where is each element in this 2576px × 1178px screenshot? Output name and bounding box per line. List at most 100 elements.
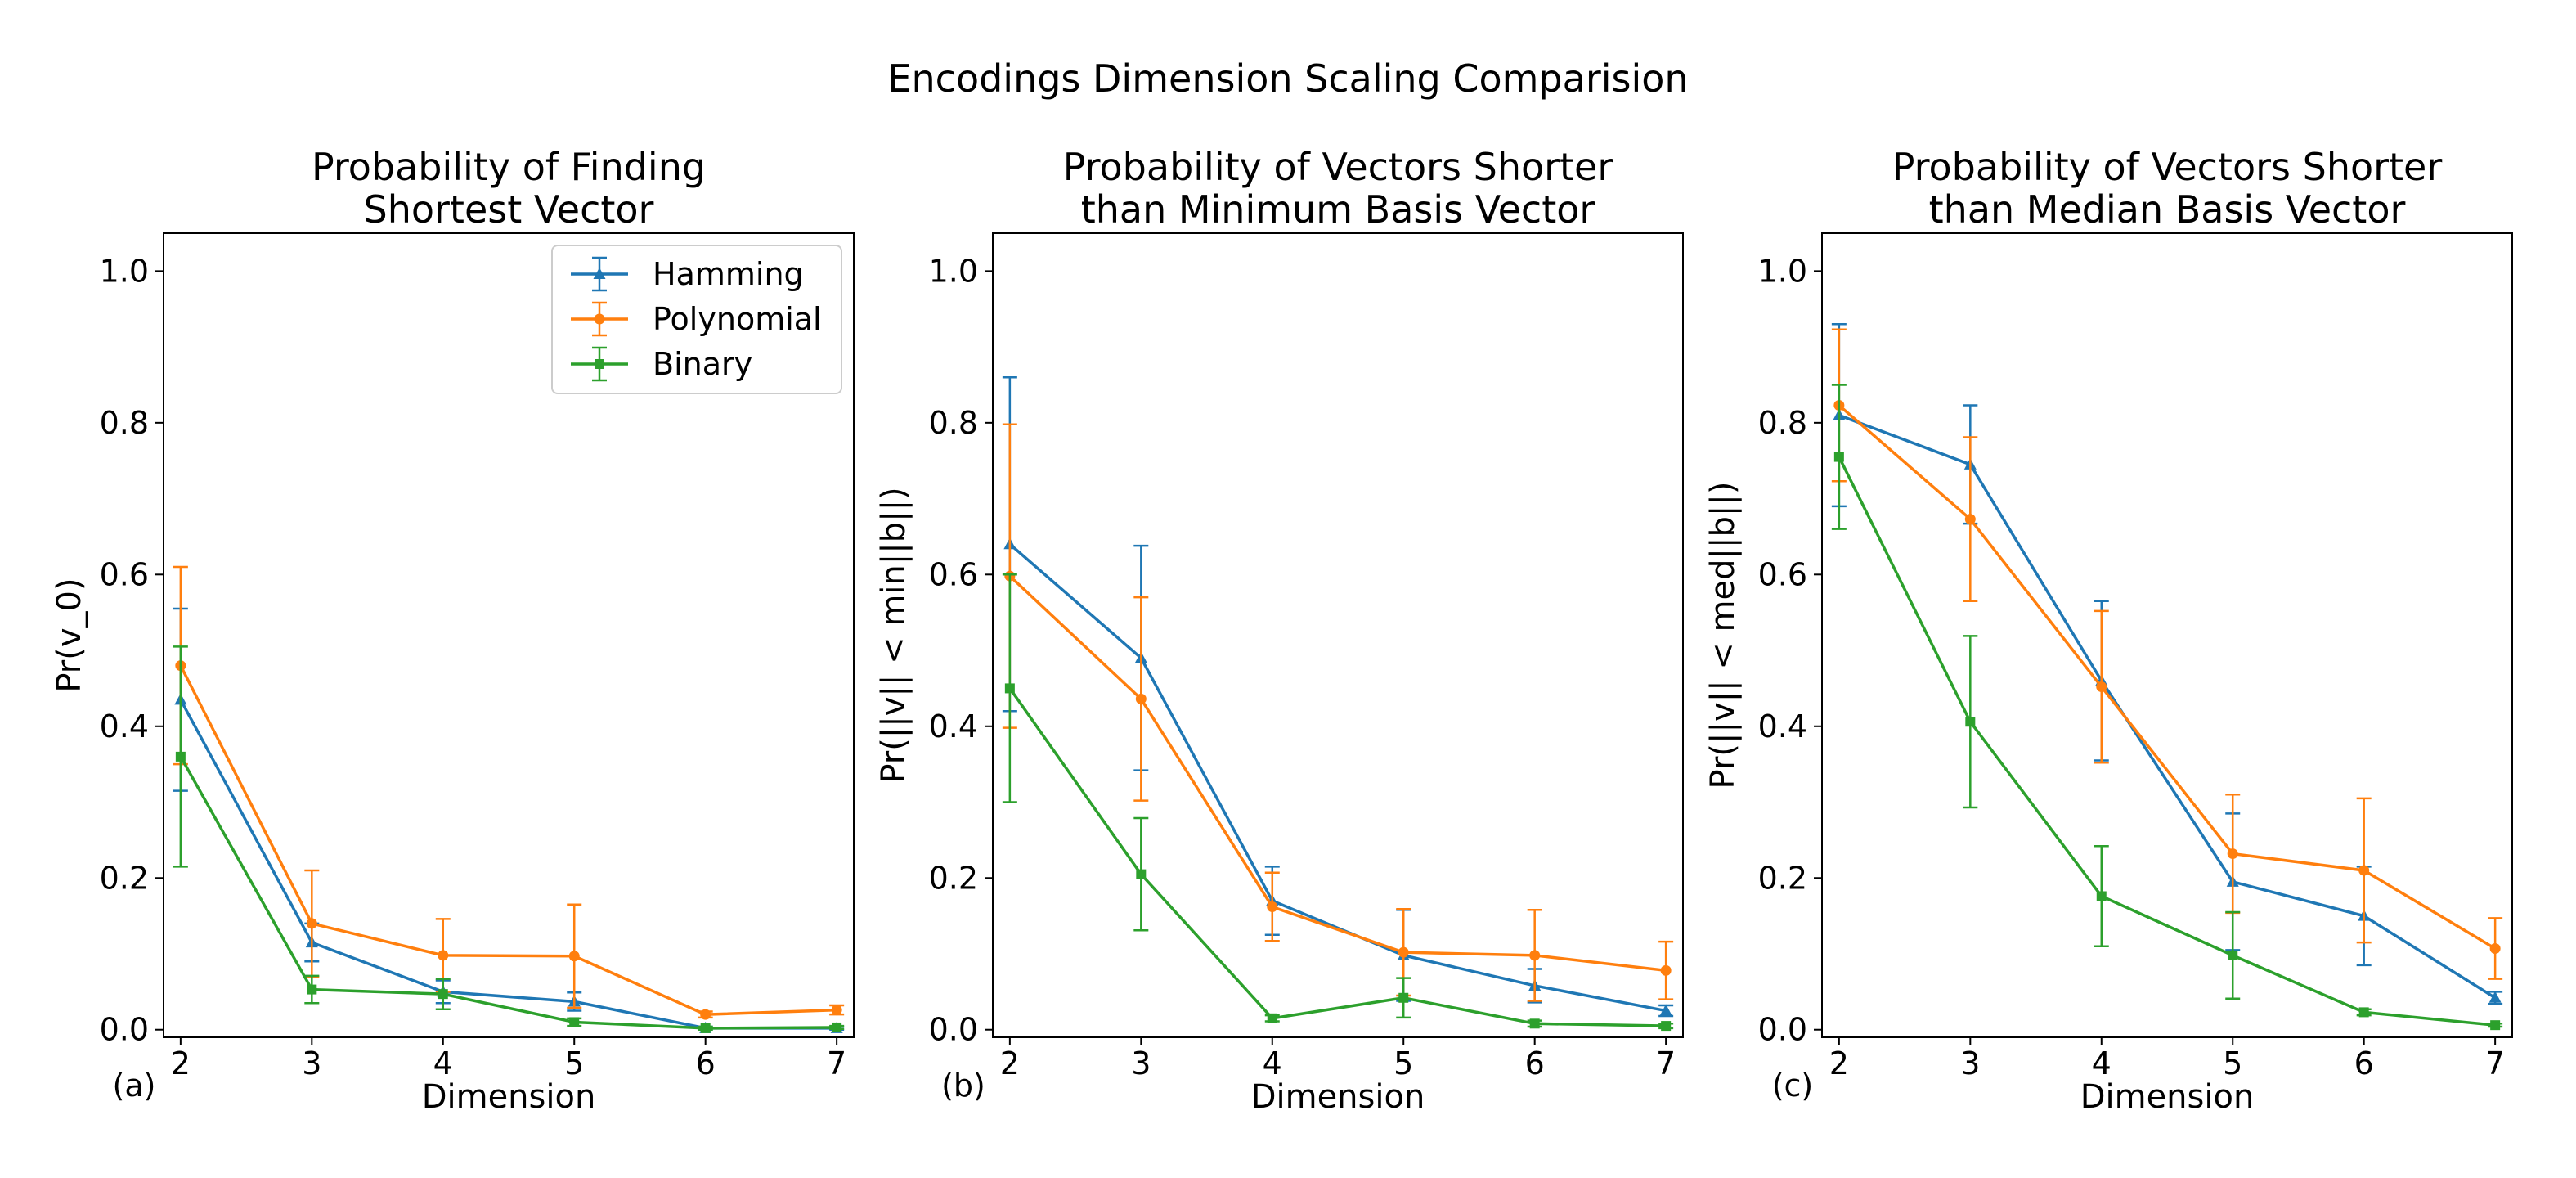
- panel-3-series-binary-point-7: [2490, 1020, 2501, 1031]
- panel-3-series-hamming-line: [1838, 413, 2497, 1000]
- panel-2-series-binary-point-3: [1136, 869, 1147, 879]
- legend-entry-polynomial: Polynomial: [571, 301, 822, 337]
- panel-3-series-binary: [1831, 384, 2503, 1031]
- panel-3-series-polynomial-point-5: [2227, 848, 2238, 860]
- legend-entry-polynomial-marker: [594, 313, 605, 325]
- panel-2-ytick-label-0-0: 0.0: [929, 1012, 978, 1048]
- legend-entry-hamming-marker: [593, 268, 606, 279]
- panel-2-ylabel: Pr(||v|| < min||b||): [875, 487, 913, 783]
- panel-1-series-binary-point-2: [175, 751, 186, 762]
- legend-entry-binary-label: Binary: [653, 346, 752, 382]
- panel-1-xtick-label-2: 2: [171, 1045, 191, 1081]
- legend-entry-binary: Binary: [571, 346, 752, 382]
- panel-2-series-hamming: [1002, 375, 1674, 1018]
- panel-3-xtick-label-5: 5: [2223, 1045, 2242, 1081]
- panel-3-series-polynomial-point-3: [1964, 514, 1976, 525]
- panel-2-title-line-1: Probability of Vectors Shorter: [1063, 145, 1613, 189]
- panel-3-title-line-2: than Median Basis Vector: [1929, 187, 2406, 232]
- panel-2-title-line-2: than Minimum Basis Vector: [1081, 187, 1595, 232]
- panel-2-series-binary-point-5: [1398, 992, 1409, 1003]
- panel-1-ytick-label-0-6: 0.6: [100, 556, 149, 592]
- legend-entry-binary-marker: [595, 359, 604, 369]
- panel-2-ytick-label-0-2: 0.2: [929, 860, 978, 896]
- panel-1-xtick-label-4: 4: [433, 1045, 453, 1081]
- panel-2-series-polynomial-point-6: [1529, 950, 1541, 961]
- panel-2-xlabel: Dimension: [1251, 1078, 1425, 1116]
- legend-entry-hamming-label: Hamming: [653, 256, 804, 292]
- legend-entry-polynomial-label: Polynomial: [653, 301, 822, 337]
- panel-2-xtick-label-2: 2: [1000, 1045, 1020, 1081]
- panel-2-series-binary-point-6: [1529, 1018, 1540, 1029]
- panel-2-axes-frame: [992, 232, 1684, 1038]
- panel-3-series-binary-point-3: [1965, 717, 1976, 727]
- panel-2-ytick-label-0-6: 0.6: [929, 556, 978, 592]
- panel-2-series-binary-point-7: [1661, 1021, 1672, 1032]
- panel-2-panel-label: (b): [941, 1068, 985, 1104]
- panel-2-xtick-label-3: 3: [1131, 1045, 1151, 1081]
- panel-1-title-line-1: Probability of Finding: [312, 145, 706, 189]
- panel-2-series-polynomial-point-7: [1660, 964, 1672, 976]
- panel-3-series-polynomial-point-6: [2358, 865, 2370, 876]
- panel-3-series-binary-point-5: [2228, 950, 2238, 960]
- panel-1-ytick-label-0-8: 0.8: [100, 405, 149, 441]
- panel-3-ytick-label-0-6: 0.6: [1758, 556, 1807, 592]
- panel-2-ytick-label-1-0: 1.0: [929, 253, 978, 289]
- panel-3-series-binary-line: [1838, 456, 2496, 1027]
- panel-3-title-line-1: Probability of Vectors Shorter: [1892, 145, 2443, 189]
- panel-1-series-polynomial-line: [179, 664, 837, 1016]
- panel-2-series-hamming-line: [1008, 542, 1667, 1013]
- panel-1-series-polynomial-point-6: [700, 1009, 711, 1020]
- panel-1-ytick-label-0-0: 0.0: [100, 1012, 149, 1048]
- panel-2-ytick-label-0-4: 0.4: [929, 708, 978, 744]
- panel-3-axes-frame: [1821, 232, 2513, 1038]
- panel-1-series-hamming: [173, 607, 845, 1033]
- panel-2-series-hamming-point-7: [1659, 1004, 1672, 1016]
- panel-2-series-polynomial-point-5: [1398, 946, 1409, 958]
- panel-1-series-binary-point-6: [700, 1023, 711, 1033]
- panel-1-series-polynomial-point-3: [306, 918, 317, 929]
- panel-1-axes-frame: [163, 232, 855, 1038]
- panel-3-series-polynomial-line: [1838, 404, 2497, 951]
- panel-3-panel-label: (c): [1772, 1068, 1814, 1104]
- panel-2-xtick-label-5: 5: [1393, 1045, 1413, 1081]
- panel-1-title-line-2: Shortest Vector: [364, 187, 654, 232]
- panel-3-ylabel: Pr(||v|| < med||b||): [1704, 482, 1742, 789]
- panel-1-ytick-label-1-0: 1.0: [100, 253, 149, 289]
- panel-3-xtick-label-7: 7: [2485, 1045, 2505, 1081]
- panel-3-xtick-label-3: 3: [1960, 1045, 1980, 1081]
- panel-2-series-binary-point-2: [1004, 683, 1015, 694]
- panel-3-xtick-label-2: 2: [1829, 1045, 1849, 1081]
- panel-3-series-hamming-point-7: [2488, 991, 2502, 1003]
- panel-3-ytick-label-0-2: 0.2: [1758, 860, 1807, 896]
- panel-3-xtick-label-4: 4: [2092, 1045, 2112, 1081]
- panel-2-series-polynomial: [1002, 423, 1674, 1002]
- panel-2-series-polynomial-point-3: [1135, 693, 1147, 704]
- panel-3-ytick-label-0-8: 0.8: [1758, 405, 1807, 441]
- panel-3-xlabel: Dimension: [2080, 1078, 2255, 1116]
- panel-3-series-polynomial-point-7: [2489, 942, 2501, 954]
- panel-2-ytick-label-0-8: 0.8: [929, 405, 978, 441]
- panel-3-series-hamming: [1831, 323, 2503, 1005]
- panel-1-series-binary-point-3: [307, 984, 317, 995]
- panel-1-xtick-label-3: 3: [302, 1045, 321, 1081]
- panel-2-series-polynomial-point-4: [1267, 901, 1278, 912]
- panel-1-series-binary-point-7: [832, 1022, 842, 1032]
- panel-3-series-polynomial-point-4: [2096, 681, 2107, 693]
- panel-1-series-polynomial-point-7: [831, 1005, 842, 1016]
- panel-1-xlabel: Dimension: [422, 1078, 596, 1116]
- panel-1-panel-label: (a): [113, 1068, 156, 1104]
- legend-entry-hamming: Hamming: [571, 256, 804, 292]
- figure-suptitle: Encodings Dimension Scaling Comparision: [887, 56, 1688, 101]
- panel-3-series-binary-point-6: [2358, 1007, 2369, 1018]
- panel-1-series-binary-line: [179, 756, 837, 1030]
- panel-3-series-polynomial: [1831, 328, 2503, 980]
- panel-1-ytick-label-0-2: 0.2: [100, 860, 149, 896]
- panel-3-series-binary-point-4: [2096, 891, 2107, 901]
- legend-frame: [551, 245, 842, 394]
- panel-1-series-polynomial-point-5: [568, 951, 580, 962]
- panel-3-ytick-label-0-0: 0.0: [1758, 1012, 1807, 1048]
